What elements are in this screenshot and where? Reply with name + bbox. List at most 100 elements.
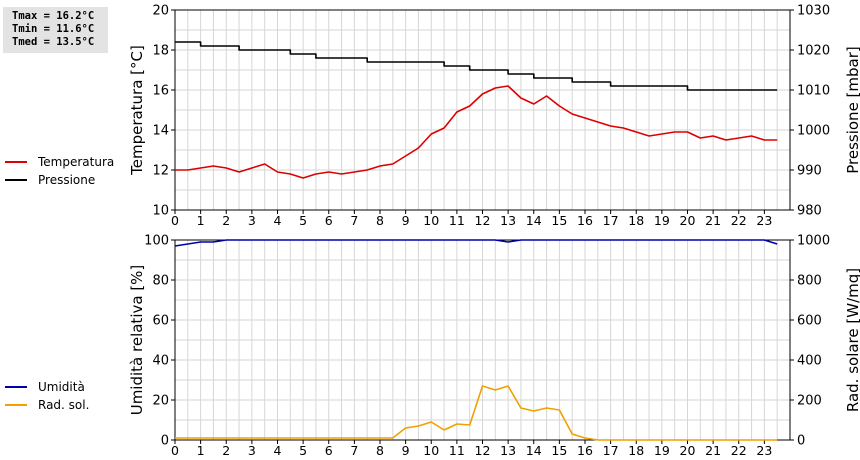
y-tick-label: 10 [152,204,169,219]
x-tick-label: 3 [248,443,256,458]
x-tick-label: 4 [274,443,282,458]
x-tick-label: 7 [350,443,358,458]
x-tick-label: 14 [526,213,542,228]
legend-label-radsol: Rad. sol. [38,398,90,412]
legend-item-pressione: Pressione [5,171,114,189]
x-tick-label: 16 [577,443,593,458]
legend-swatch-radsol [5,404,27,406]
series-line-umidit- [174,239,778,247]
y2-tick-label: 1010 [797,84,830,99]
x-tick-label: 23 [756,213,772,228]
x-tick-label: 0 [171,213,179,228]
y2-axis-title: Rad. solare [W/mq] [844,268,860,412]
y-tick-label: 0 [161,434,169,449]
x-tick-label: 10 [423,443,439,458]
y2-axis-title: Pressione [mbar] [844,46,860,174]
y2-tick-label: 1000 [797,234,830,249]
y-tick-label: 18 [152,44,169,59]
x-tick-label: 7 [350,213,358,228]
y2-tick-label: 990 [797,164,822,179]
x-tick-label: 5 [299,213,307,228]
x-tick-label: 2 [222,213,230,228]
legend-swatch-pressione [5,179,27,181]
legend-label-pressione: Pressione [38,173,96,187]
y2-tick-label: 980 [797,204,822,219]
x-tick-label: 8 [376,213,384,228]
x-tick-label: 20 [680,443,696,458]
y-tick-label: 16 [152,84,169,99]
stats-box: Tmax = 16.2°C Tmin = 11.6°C Tmed = 13.5°… [3,7,108,53]
x-tick-label: 14 [526,443,542,458]
y2-tick-label: 1020 [797,44,830,59]
y-tick-label: 20 [152,394,169,409]
y2-tick-label: 0 [797,434,805,449]
legend-swatch-umidita [5,386,27,388]
x-tick-label: 10 [423,213,439,228]
x-tick-label: 15 [551,213,567,228]
x-tick-label: 3 [248,213,256,228]
x-tick-label: 9 [402,213,410,228]
y-tick-label: 20 [152,4,169,19]
y-tick-label: 100 [144,234,169,249]
legend-item-radsol: Rad. sol. [5,396,89,414]
x-tick-label: 19 [654,443,670,458]
y-tick-label: 40 [152,354,169,369]
x-tick-label: 21 [705,443,721,458]
x-tick-label: 22 [731,443,747,458]
x-tick-label: 9 [402,443,410,458]
legend-item-temperatura: Temperatura [5,153,114,171]
x-tick-label: 4 [274,213,282,228]
x-tick-label: 11 [449,443,465,458]
x-tick-label: 21 [705,213,721,228]
stats-tmed: Tmed = 13.5°C [12,36,95,48]
x-tick-label: 2 [222,443,230,458]
x-tick-label: 20 [680,213,696,228]
y-tick-label: 80 [152,274,169,289]
x-tick-label: 0 [171,443,179,458]
y2-tick-label: 800 [797,274,822,289]
y-tick-label: 14 [152,124,169,139]
legend-label-temperatura: Temperatura [38,155,115,169]
x-tick-label: 12 [475,443,491,458]
legend-item-umidita: Umidità [5,378,89,396]
x-tick-label: 11 [449,213,465,228]
x-tick-label: 13 [500,443,516,458]
y2-tick-label: 400 [797,354,822,369]
y2-tick-label: 1000 [797,124,830,139]
x-tick-label: 5 [299,443,307,458]
stats-tmin: Tmin = 11.6°C [12,23,95,35]
x-tick-label: 22 [731,213,747,228]
x-tick-label: 23 [756,443,772,458]
x-tick-label: 13 [500,213,516,228]
legend-top: Temperatura Pressione [5,153,114,189]
x-tick-label: 8 [376,443,384,458]
y-tick-label: 60 [152,314,169,329]
series-line-pressione [175,41,778,91]
x-tick-label: 16 [577,213,593,228]
legend-bottom: Umidità Rad. sol. [5,378,89,414]
stats-tmax: Tmax = 16.2°C [12,10,95,22]
y2-tick-label: 200 [797,394,822,409]
x-tick-label: 19 [654,213,670,228]
y-axis-title: Umidità relativa [%] [128,265,146,416]
x-tick-label: 18 [628,213,644,228]
legend-swatch-temperatura [5,161,27,163]
x-tick-label: 18 [628,443,644,458]
x-tick-label: 6 [325,213,333,228]
y2-tick-label: 600 [797,314,822,329]
series-line-rad-sol- [175,385,778,441]
x-tick-label: 17 [603,213,619,228]
legend-label-umidita: Umidità [38,380,85,394]
y-axis-title: Temperatura [°C] [128,45,146,176]
series-line-temperatura [175,85,778,179]
x-tick-label: 1 [197,213,205,228]
x-tick-label: 17 [603,443,619,458]
y2-tick-label: 1030 [797,4,830,19]
x-tick-label: 6 [325,443,333,458]
x-tick-label: 12 [475,213,491,228]
x-tick-label: 15 [551,443,567,458]
y-tick-label: 12 [152,164,169,179]
